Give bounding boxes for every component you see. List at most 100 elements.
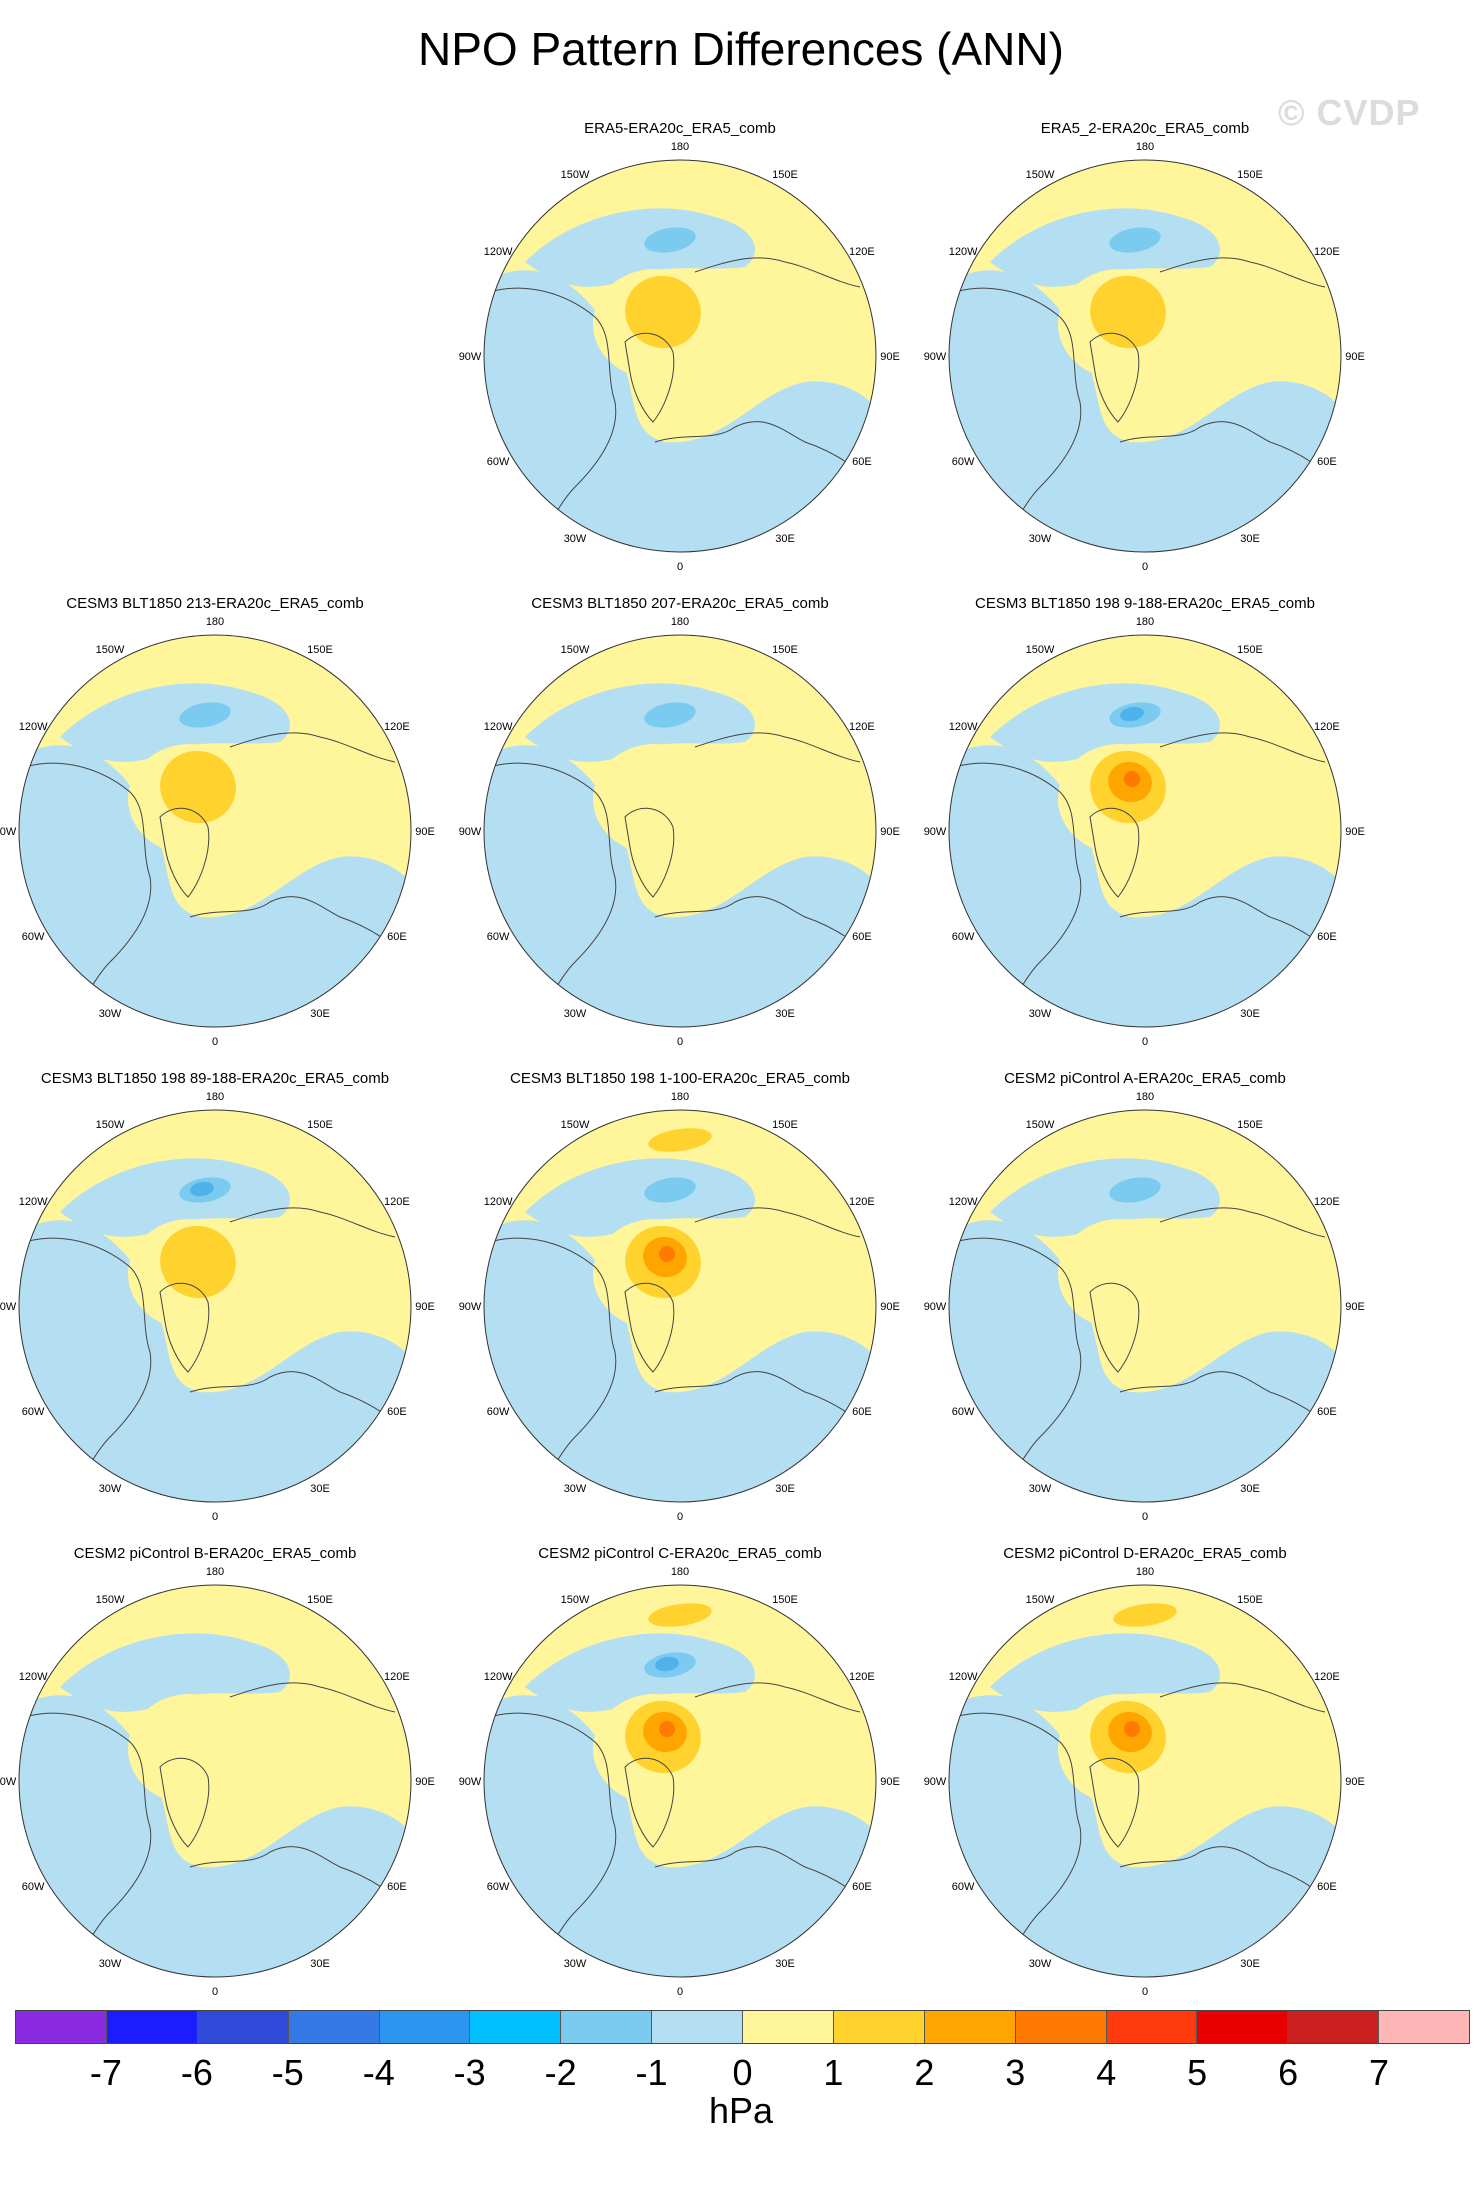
coastline-siberia — [229, 732, 396, 763]
longitude-label: 90E — [1345, 351, 1365, 363]
longitude-label: 150W — [561, 1119, 590, 1131]
polar-map: 180 150E 120E 90E 60E 30E 0 30W 60W 90W 120W 150W — [924, 1566, 1365, 1998]
map-panel: CESM2 piControl C-ERA20c_ERA5_comb 180 150… — [459, 1545, 900, 2015]
colorbar-tick: 6 — [1278, 2052, 1299, 2093]
longitude-label: 60W — [487, 1406, 510, 1418]
colorbar-box — [652, 2011, 743, 2043]
colorbar-tick-labels: -7 -6 -5 -4 -3 -2 -1 0 1 2 3 4 5 6 7 — [15, 2052, 1470, 2096]
positive-anomaly-pacific — [648, 1128, 712, 1152]
longitude-label: 90W — [459, 826, 482, 838]
longitude-label: 30E — [1240, 1483, 1260, 1495]
longitude-label: 90W — [459, 351, 482, 363]
negative-anomaly-peak — [655, 1656, 679, 1672]
coastline-north-america — [24, 1237, 152, 1502]
panel-title: CESM3 BLT1850 213-ERA20c_ERA5_comb — [66, 595, 364, 612]
longitude-label: 180 — [206, 616, 224, 628]
longitude-label: 60W — [22, 931, 45, 943]
coastline-siberia — [229, 1207, 396, 1238]
longitude-label: 90E — [880, 1776, 900, 1788]
colorbar-tick: -3 — [453, 2052, 486, 2093]
coastline-siberia — [694, 732, 861, 763]
coastline-siberia — [694, 1682, 861, 1713]
longitude-label: 120E — [1314, 246, 1340, 258]
longitude-label: 0 — [677, 1986, 683, 1998]
polar-map: 180 150E 120E 90E 60E 30E 0 30W 60W 90W 120W 150W — [0, 1091, 435, 1523]
negative-anomaly-pacific — [60, 1633, 290, 1712]
longitude-label: 30W — [1029, 1483, 1052, 1495]
longitude-label: 60W — [952, 456, 975, 468]
colorbar-box — [1197, 2011, 1289, 2043]
negative-anomaly-peak — [1120, 706, 1144, 722]
longitude-label: 150W — [96, 1594, 125, 1606]
colorbar-box — [16, 2011, 107, 2043]
polar-map: 180 150E 120E 90E 60E 30E 0 30W 60W 90W 120W 150W — [0, 1566, 435, 1998]
longitude-label: 180 — [671, 1091, 689, 1103]
negative-anomaly-pacific — [525, 208, 755, 287]
colorbar-box — [561, 2011, 653, 2043]
longitude-label: 30E — [1240, 533, 1260, 545]
negative-anomaly-atlantic — [484, 745, 876, 1027]
longitude-label: 30E — [310, 1958, 330, 1970]
longitude-label: 150E — [307, 644, 333, 656]
longitude-label: 120W — [949, 1196, 978, 1208]
longitude-label: 180 — [1136, 1566, 1154, 1578]
negative-anomaly-pacific — [525, 1633, 755, 1712]
positive-anomaly-peak — [1124, 1721, 1140, 1737]
panel-title: CESM3 BLT1850 198 1-100-ERA20c_ERA5_comb — [510, 1070, 850, 1087]
colorbar-box — [197, 2011, 289, 2043]
colorbar-box — [470, 2011, 562, 2043]
longitude-label: 90E — [415, 826, 435, 838]
longitude-label: 60W — [952, 1881, 975, 1893]
longitude-label: 90W — [0, 1776, 17, 1788]
negative-anomaly-atlantic — [19, 745, 411, 1027]
longitude-label: 30E — [1240, 1008, 1260, 1020]
negative-anomaly-pacific — [990, 683, 1220, 762]
longitude-label: 90W — [0, 1301, 17, 1313]
longitude-label: 90E — [415, 1776, 435, 1788]
longitude-label: 30E — [310, 1008, 330, 1020]
map-panel: CESM2 piControl A-ERA20c_ERA5_comb 180 150… — [924, 1070, 1365, 1540]
longitude-label: 30W — [564, 533, 587, 545]
coastline-greenland — [624, 1757, 675, 1848]
longitude-label: 150E — [772, 1594, 798, 1606]
longitude-label: 60W — [487, 931, 510, 943]
longitude-label: 120W — [484, 1196, 513, 1208]
longitude-label: 90E — [1345, 826, 1365, 838]
longitude-label: 120W — [19, 1196, 48, 1208]
cvdp-watermark: © CVDP — [1278, 92, 1421, 133]
longitude-label: 150W — [561, 169, 590, 181]
map-panel: ERA5_2-ERA20c_ERA5_comb 180 150E 120E 90E 60E… — [924, 120, 1365, 590]
coastline-greenland — [1089, 332, 1140, 423]
map-panel: CESM3 BLT1850 213-ERA20c_ERA5_comb 180 150… — [0, 595, 435, 1065]
longitude-label: 150W — [561, 1594, 590, 1606]
map-panel: CESM3 BLT1850 198 89-188-ERA20c_ERA5_com… — [0, 1070, 435, 1540]
polar-map: 180 150E 120E 90E 60E 30E 0 30W 60W 90W 120W 150W — [0, 616, 435, 1048]
panel-title: CESM2 piControl A-ERA20c_ERA5_comb — [1004, 1070, 1286, 1087]
longitude-label: 30E — [310, 1483, 330, 1495]
colorbar-tick: 2 — [914, 2052, 935, 2093]
longitude-label: 90W — [459, 1776, 482, 1788]
map-panel: ERA5-ERA20c_ERA5_comb 180 150E 120E 90E 60E 30… — [459, 120, 900, 590]
negative-anomaly-atlantic — [949, 1220, 1341, 1502]
longitude-label: 60W — [22, 1881, 45, 1893]
map-boundary — [18, 634, 412, 1028]
longitude-label: 60E — [1317, 1881, 1337, 1893]
colorbar-box — [1288, 2011, 1380, 2043]
negative-anomaly-core — [1109, 227, 1161, 253]
longitude-label: 90E — [1345, 1776, 1365, 1788]
longitude-label: 120W — [484, 246, 513, 258]
colorbar-tick: -2 — [544, 2052, 577, 2093]
coastline-north-america — [954, 762, 1082, 1027]
longitude-label: 120E — [384, 1196, 410, 1208]
longitude-label: 90W — [924, 1776, 947, 1788]
coastline-north-america — [24, 762, 152, 1027]
longitude-label: 30W — [564, 1008, 587, 1020]
positive-anomaly-core — [160, 750, 236, 824]
longitude-label: 60E — [852, 1881, 872, 1893]
longitude-label: 30E — [1240, 1958, 1260, 1970]
longitude-label: 150E — [307, 1594, 333, 1606]
polar-map: 180 150E 120E 90E 60E 30E 0 30W 60W 90W 120W 150W — [459, 616, 900, 1048]
polar-map: 180 150E 120E 90E 60E 30E 0 30W 60W 90W 120W 150W — [459, 1566, 900, 1998]
longitude-label: 120W — [949, 246, 978, 258]
positive-anomaly — [1058, 1219, 1182, 1329]
